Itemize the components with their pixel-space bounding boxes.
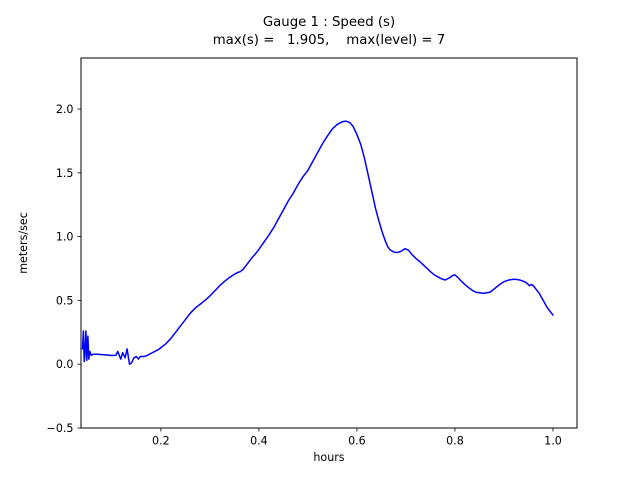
chart-subtitle: max(s) = 1.905, max(level) = 7 — [213, 33, 446, 48]
speed-line-series — [81, 120, 554, 365]
chart-title: Gauge 1 : Speed (s) — [263, 15, 395, 30]
y-axis-ticks: −0.5 0.0 0.5 1.0 1.5 2.0 — [47, 103, 81, 435]
x-tick-label: 0.2 — [152, 435, 170, 448]
y-tick-label: −0.5 — [47, 422, 74, 435]
x-tick-label: 0.6 — [348, 435, 366, 448]
x-axis-label: hours — [313, 451, 344, 464]
y-tick-label: 1.0 — [56, 231, 74, 244]
y-tick-label: 1.5 — [56, 167, 74, 180]
y-tick-label: 0.5 — [56, 294, 74, 307]
y-axis-label: meters/sec — [17, 212, 30, 274]
x-tick-label: 0.8 — [446, 435, 464, 448]
x-tick-label: 1.0 — [544, 435, 562, 448]
y-tick-label: 2.0 — [56, 103, 74, 116]
x-axis-ticks: 0.2 0.4 0.6 0.8 1.0 — [152, 428, 562, 448]
x-tick-label: 0.4 — [250, 435, 268, 448]
plot-area-frame — [80, 57, 578, 429]
y-tick-label: 0.0 — [56, 358, 74, 371]
